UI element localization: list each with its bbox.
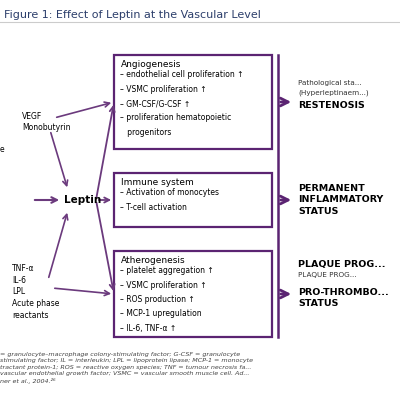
Text: Leptin: Leptin xyxy=(64,195,101,205)
Text: e: e xyxy=(0,146,5,154)
Text: Angiogenesis: Angiogenesis xyxy=(121,60,182,69)
Text: VEGF
Monobutyrin: VEGF Monobutyrin xyxy=(22,112,70,132)
Text: PRO-THROMBO...
STATUS: PRO-THROMBO... STATUS xyxy=(298,288,389,308)
FancyBboxPatch shape xyxy=(114,55,272,149)
Text: – IL-6, TNF-α ↑: – IL-6, TNF-α ↑ xyxy=(120,324,176,333)
Text: – GM-CSF/G-CSF ↑: – GM-CSF/G-CSF ↑ xyxy=(120,99,190,108)
Text: TNF-α
IL-6
LPL
Acute phase
reactants: TNF-α IL-6 LPL Acute phase reactants xyxy=(12,264,59,320)
Text: – endothelial cell proliferation ↑: – endothelial cell proliferation ↑ xyxy=(120,70,244,79)
Text: – platelet aggregation ↑: – platelet aggregation ↑ xyxy=(120,266,214,275)
Text: Pathological sta...: Pathological sta... xyxy=(298,80,362,86)
FancyBboxPatch shape xyxy=(114,251,272,337)
FancyBboxPatch shape xyxy=(114,173,272,227)
Text: – T-cell activation: – T-cell activation xyxy=(120,202,187,212)
Text: – MCP-1 upregulation: – MCP-1 upregulation xyxy=(120,309,202,318)
Text: progenitors: progenitors xyxy=(120,128,171,137)
Text: – proliferation hematopoietic: – proliferation hematopoietic xyxy=(120,114,231,122)
Text: – VSMC proliferation ↑: – VSMC proliferation ↑ xyxy=(120,280,207,290)
Text: (Hyperleptinaem...): (Hyperleptinaem...) xyxy=(298,90,369,96)
Text: PERMANENT
INFLAMMATORY
STATUS: PERMANENT INFLAMMATORY STATUS xyxy=(298,184,383,216)
Text: PLAQUE PROG...: PLAQUE PROG... xyxy=(298,272,356,278)
Text: – Activation of monocytes: – Activation of monocytes xyxy=(120,188,219,197)
Text: Figure 1: Effect of Leptin at the Vascular Level: Figure 1: Effect of Leptin at the Vascul… xyxy=(4,10,261,20)
Text: – ROS production ↑: – ROS production ↑ xyxy=(120,295,195,304)
Text: = granulocyte–macrophage colony-stimulating factor; G-CSF = granulocyte
stimulat: = granulocyte–macrophage colony-stimulat… xyxy=(0,352,253,384)
Text: – VSMC proliferation ↑: – VSMC proliferation ↑ xyxy=(120,85,207,94)
Text: Atherogenesis: Atherogenesis xyxy=(121,256,186,265)
Text: PLAQUE PROG...: PLAQUE PROG... xyxy=(298,260,386,268)
Text: RESTENOSIS: RESTENOSIS xyxy=(298,102,365,110)
Text: Immune system: Immune system xyxy=(121,178,194,187)
